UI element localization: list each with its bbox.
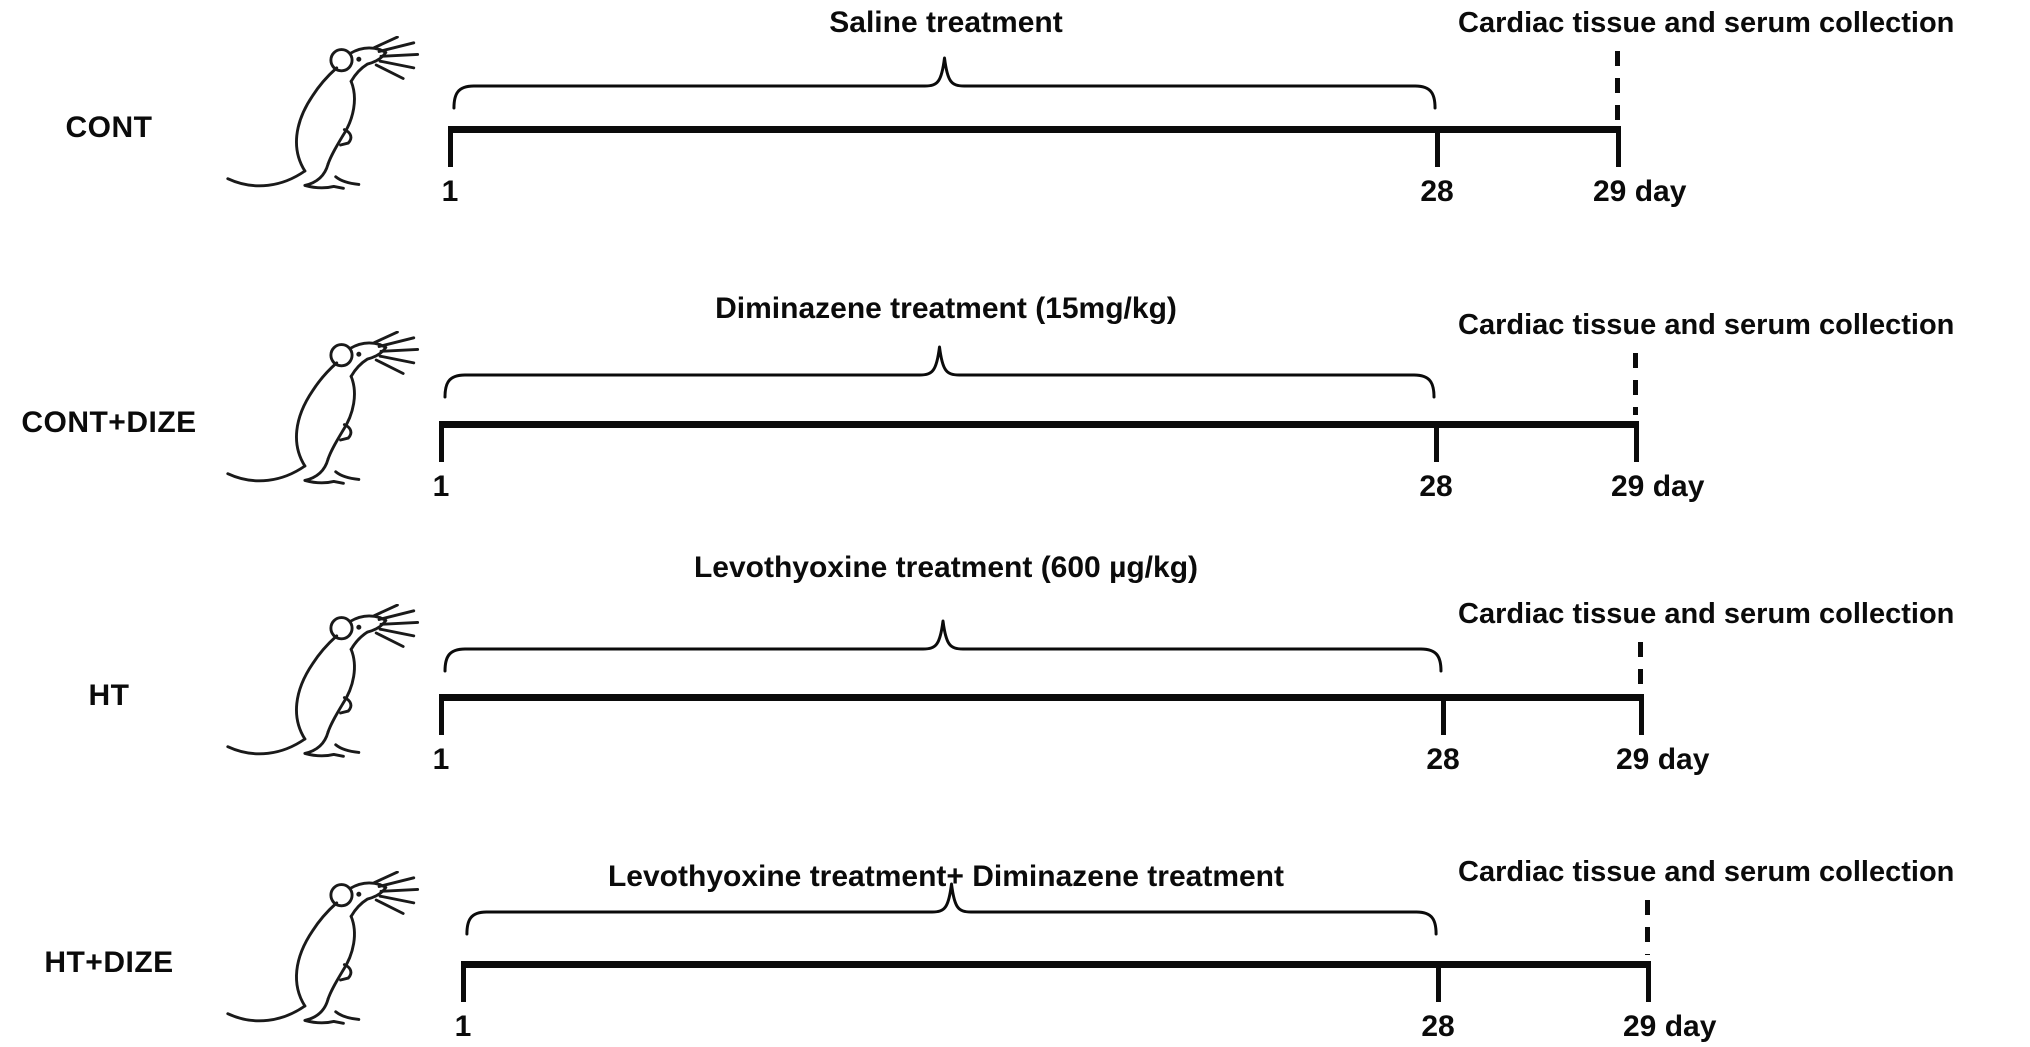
day-start-label: 1 (432, 470, 450, 503)
day-29-label: 29 day (1593, 175, 1687, 208)
collection-dashed-line (1645, 900, 1650, 955)
timeline-bar (439, 421, 1639, 428)
collection-label: Cardiac tissue and serum collection (1458, 598, 1955, 630)
collection-dashed-line (1638, 642, 1643, 688)
tick-day-29 (1616, 130, 1621, 167)
timeline-bar (439, 694, 1644, 701)
tick-day-29 (1646, 965, 1651, 1002)
day-29-label: 29 day (1623, 1010, 1717, 1043)
treatment-brace (465, 882, 1438, 936)
treatment-label: Levothyoxine treatment+ Diminazene treat… (607, 860, 1284, 893)
group-label: HT (88, 679, 130, 712)
tick-day-28 (1436, 965, 1441, 1002)
rat-icon (222, 870, 434, 1035)
collection-dashed-line (1633, 353, 1638, 415)
tick-day-1 (439, 425, 444, 462)
day-28-label: 28 (1421, 1010, 1455, 1043)
day-28-label: 28 (1419, 470, 1453, 503)
collection-dashed-line (1615, 51, 1620, 120)
treatment-label: Saline treatment (829, 6, 1063, 39)
treatment-label: Levothyoxine treatment (600 µg/kg) (693, 551, 1199, 584)
day-28-label: 28 (1420, 175, 1454, 208)
day-28-label: 28 (1426, 743, 1460, 776)
day-start-label: 1 (432, 743, 450, 776)
timeline-bar (448, 126, 1621, 133)
tick-day-29 (1639, 698, 1644, 735)
tick-day-1 (439, 698, 444, 735)
tick-day-1 (448, 130, 453, 167)
day-start-label: 1 (454, 1010, 472, 1043)
day-start-label: 1 (441, 175, 459, 208)
tick-day-1 (461, 965, 466, 1002)
collection-label: Cardiac tissue and serum collection (1458, 309, 1955, 341)
tick-day-28 (1434, 425, 1439, 462)
collection-label: Cardiac tissue and serum collection (1458, 856, 1955, 888)
group-label: HT+DIZE (44, 946, 174, 979)
tick-day-29 (1634, 425, 1639, 462)
group-label: CONT+DIZE (21, 406, 197, 439)
timeline-bar (461, 961, 1651, 968)
tick-day-28 (1435, 130, 1440, 167)
tick-day-28 (1441, 698, 1446, 735)
day-29-label: 29 day (1611, 470, 1705, 503)
collection-label: Cardiac tissue and serum collection (1458, 7, 1955, 39)
treatment-label: Diminazene treatment (15mg/kg) (715, 292, 1177, 325)
day-29-label: 29 day (1616, 743, 1710, 776)
group-label: CONT (65, 111, 153, 144)
